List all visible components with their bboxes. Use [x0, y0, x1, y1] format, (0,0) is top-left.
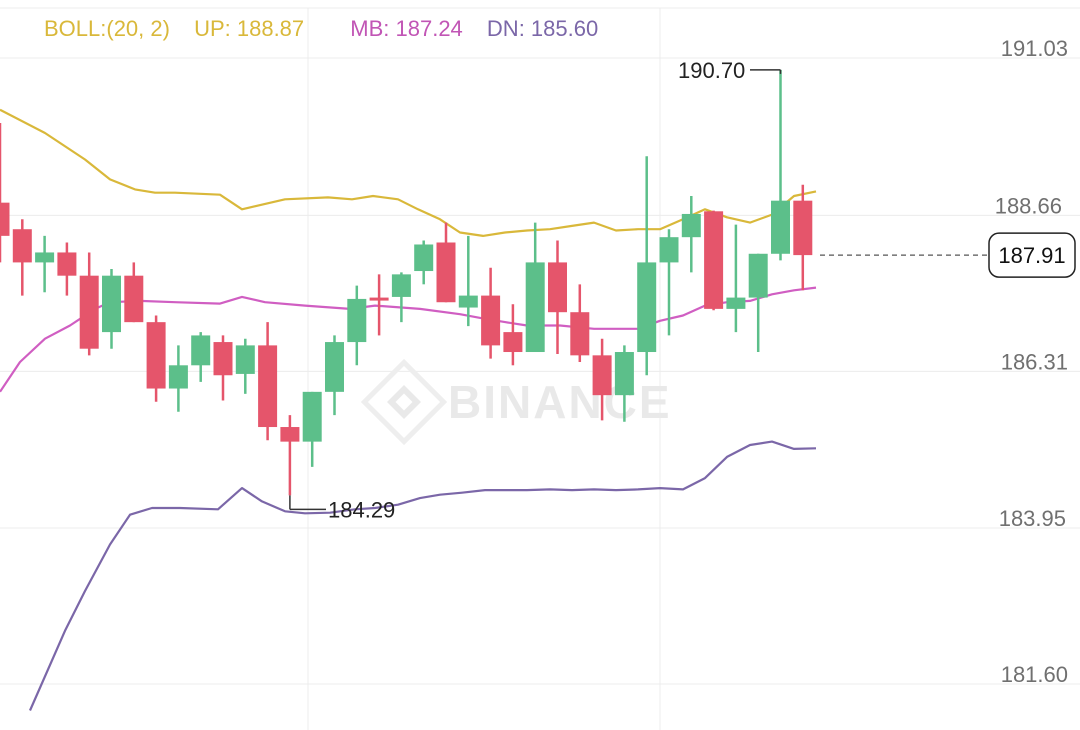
candle-body-4 [79, 275, 99, 349]
y-axis: 191.03 188.66 186.31 183.95 181.60 [995, 36, 1068, 687]
candle-body-29 [637, 262, 657, 353]
y-tick-4: 181.60 [1001, 662, 1068, 687]
candle-body-23 [503, 332, 523, 353]
candle-body-25 [548, 262, 567, 313]
candle-body-35 [771, 200, 790, 254]
candle-body-17 [369, 297, 389, 301]
candle-body-36 [793, 200, 813, 256]
candle-body-21 [458, 295, 478, 308]
y-tick-3: 183.95 [999, 506, 1066, 531]
candle-body-7 [146, 322, 166, 389]
candle-body-12 [258, 345, 278, 428]
candle-body-20 [436, 242, 456, 303]
upper-band-line [0, 108, 817, 237]
candle-body-9 [191, 335, 211, 366]
candle-body-8 [168, 365, 188, 389]
legend-dn: DN: 185.60 [486, 16, 599, 41]
candle-body-0 [0, 202, 10, 236]
y-tick-2: 186.31 [1001, 349, 1068, 374]
candle-body-22 [481, 295, 501, 346]
y-tick-0: 191.03 [1001, 36, 1068, 61]
candle-body-1 [12, 229, 32, 263]
candle-body-32 [704, 211, 724, 309]
candle-body-5 [102, 275, 121, 333]
candle-body-19 [414, 244, 434, 272]
low-label: 184.29 [328, 497, 395, 522]
candle-body-34 [748, 253, 768, 298]
legend-boll: BOLL:(20, 2) [44, 16, 170, 41]
candle-body-27 [592, 355, 612, 396]
current-price: 187.91 [820, 232, 1076, 278]
annotations: 190.70 184.29 [289, 58, 782, 522]
candle-body-26 [570, 312, 590, 356]
candle-body-24 [525, 262, 545, 353]
current-price-box [988, 232, 1076, 278]
boll-legend: BOLL:(20, 2) UP: 188.87 MB: 187.24 DN: 1… [44, 16, 616, 42]
candle-body-28 [614, 352, 634, 396]
high-label: 190.70 [678, 58, 745, 83]
candle-body-15 [325, 342, 344, 392]
candles [0, 69, 813, 496]
candle-body-13 [280, 427, 300, 442]
candle-body-16 [347, 298, 367, 343]
lower-band-line [28, 440, 817, 711]
grid-lines [0, 7, 1080, 730]
candle-body-6 [124, 275, 144, 323]
candle-body-30 [659, 237, 679, 263]
middle-band-line [0, 286, 817, 393]
binance-logo-icon [360, 358, 448, 446]
candle-body-31 [681, 213, 701, 238]
y-tick-1: 188.66 [995, 193, 1062, 218]
legend-mb: MB: 187.24 [350, 16, 463, 41]
candle-body-18 [391, 274, 411, 297]
candle-body-2 [35, 252, 55, 263]
candle-body-3 [57, 252, 77, 276]
candle-body-33 [726, 297, 746, 309]
candle-body-10 [213, 342, 233, 376]
legend-up: UP: 188.87 [194, 16, 305, 41]
current-price-label: 187.91 [998, 243, 1065, 268]
watermark-text: BINANCE [448, 376, 672, 428]
candle-body-14 [302, 391, 322, 442]
candle-body-11 [235, 345, 255, 374]
